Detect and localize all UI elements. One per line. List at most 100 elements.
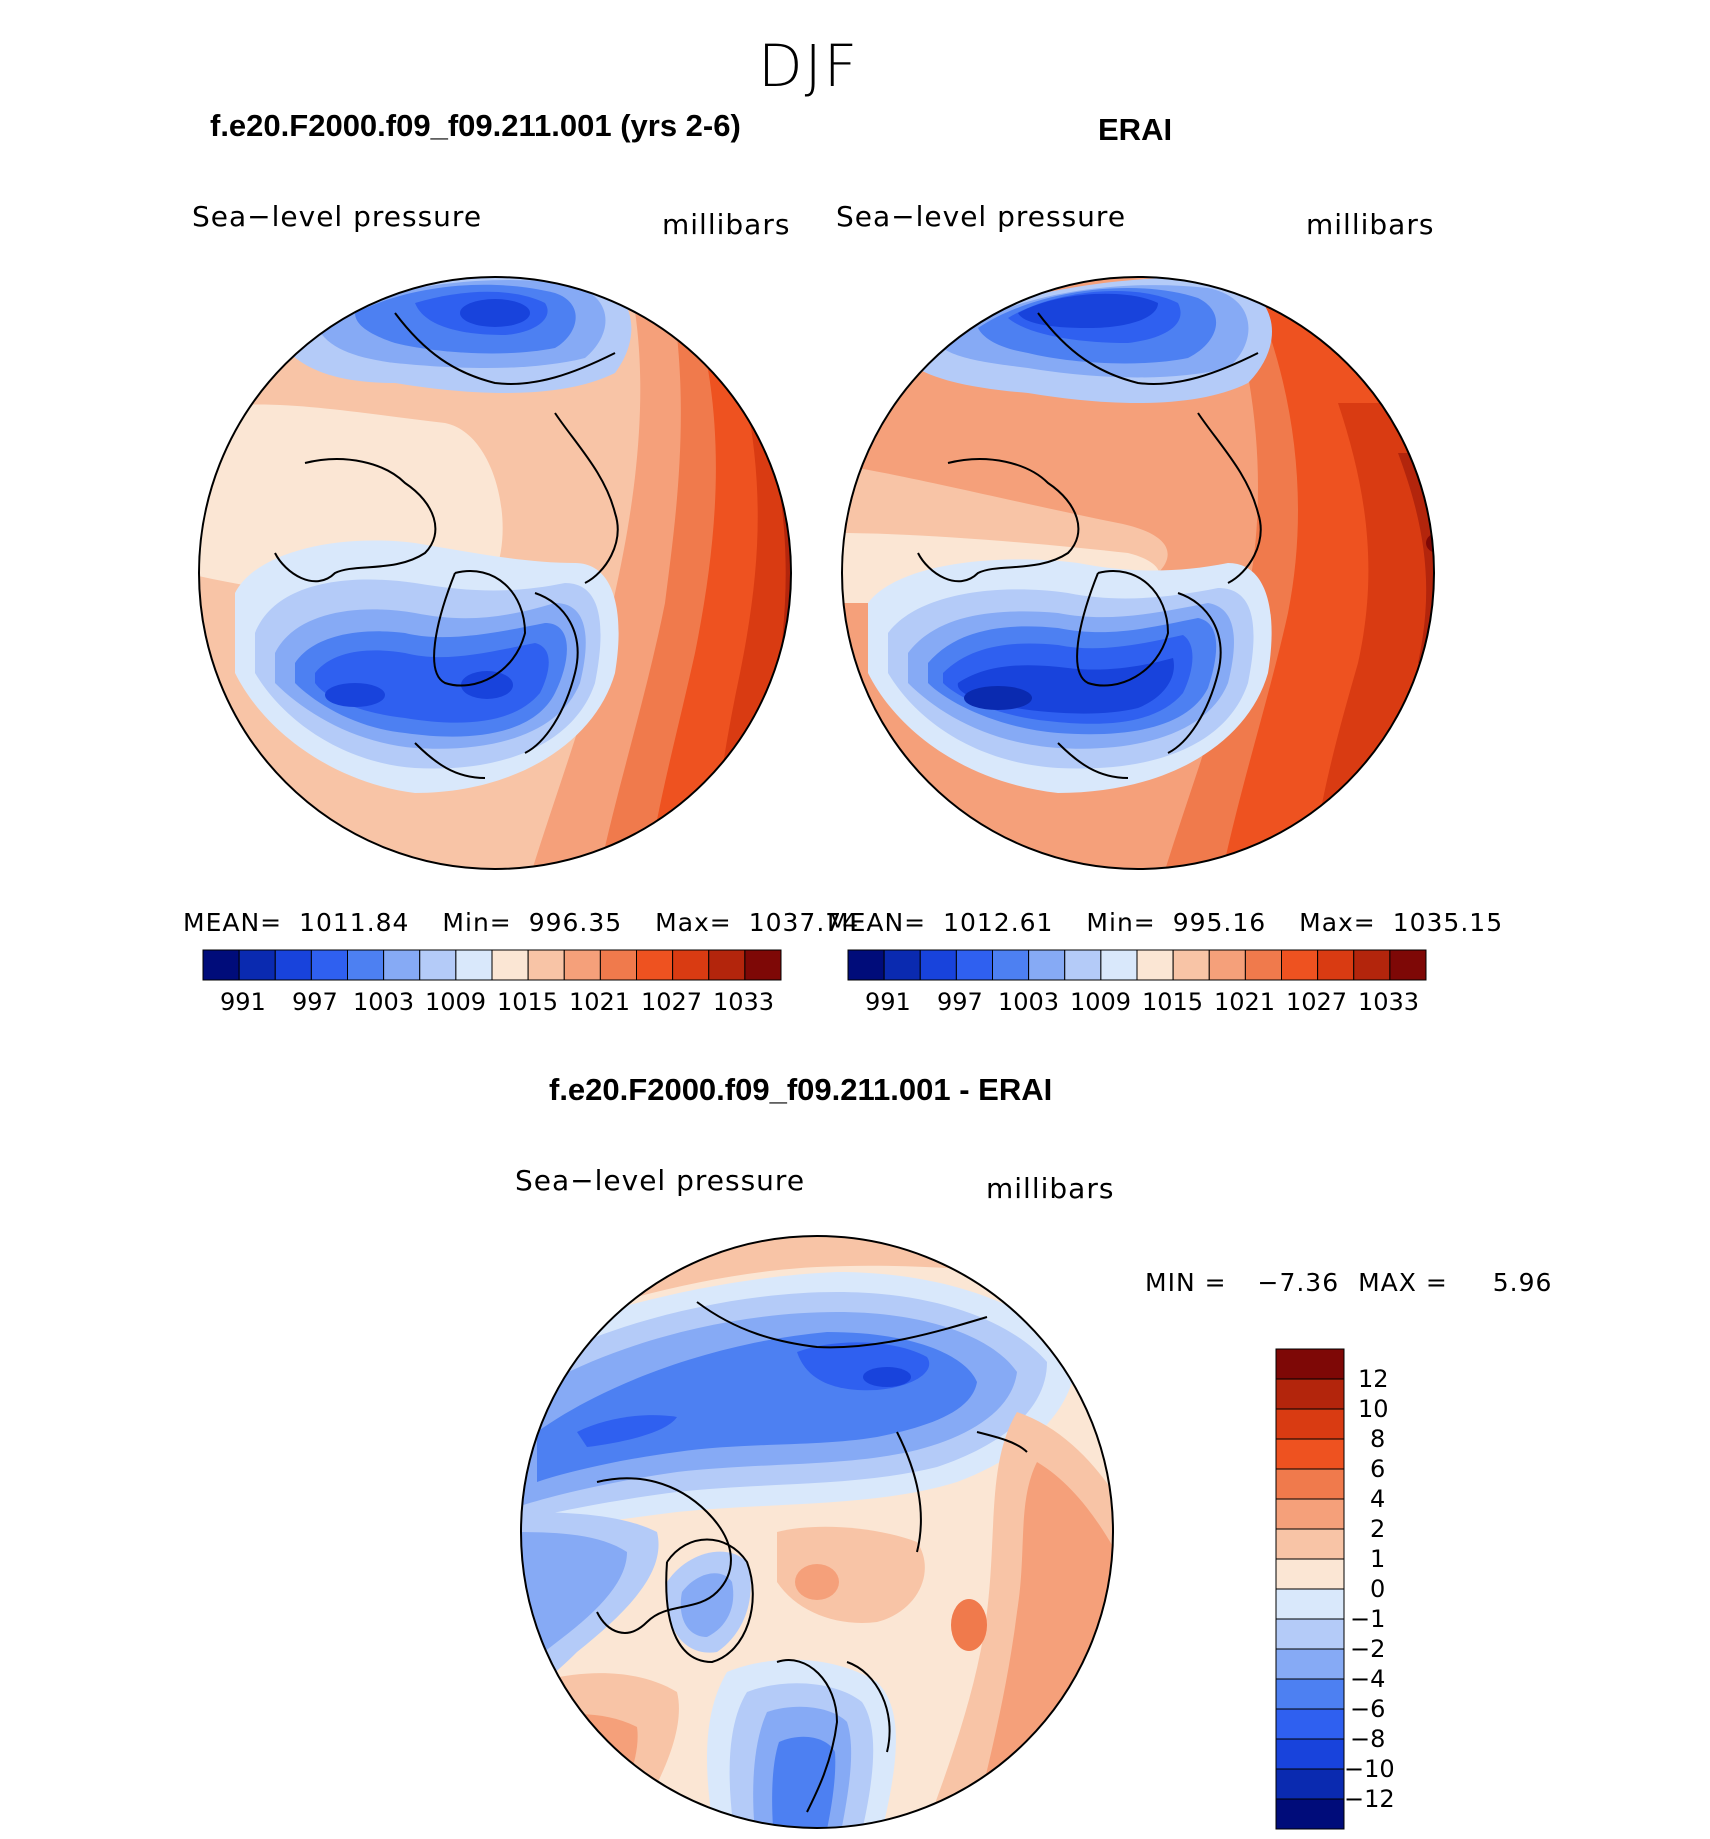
tick: 1003 xyxy=(353,988,415,1016)
colorbar-obs xyxy=(847,949,1427,981)
colorbar-segment xyxy=(992,949,1030,981)
mean-label: MEAN= xyxy=(827,908,927,937)
tick: 1015 xyxy=(497,988,559,1016)
map-model xyxy=(198,276,792,870)
tick: −4 xyxy=(1350,1665,1386,1693)
mean-label: MEAN= xyxy=(183,908,283,937)
tick: 1027 xyxy=(1286,988,1348,1016)
colorbar-segment xyxy=(1275,1648,1345,1680)
tick: 6 xyxy=(1370,1455,1386,1483)
map-difference xyxy=(520,1235,1114,1829)
colorbar-segment xyxy=(527,949,565,981)
panel-title-difference: f.e20.F2000.f09_f09.211.001 - ERAI xyxy=(549,1072,1053,1107)
colorbar-segment xyxy=(744,949,782,981)
tick: 991 xyxy=(865,988,911,1016)
colorbar-difference xyxy=(1275,1348,1345,1830)
tick: 1027 xyxy=(641,988,703,1016)
colorbar-segment xyxy=(1064,949,1102,981)
colorbar-segment xyxy=(708,949,746,981)
tick: 1 xyxy=(1370,1545,1386,1573)
colorbar-segment xyxy=(1275,1558,1345,1590)
max-value: 5.96 xyxy=(1492,1268,1553,1297)
min-label: Min= xyxy=(442,908,512,937)
colorbar-model xyxy=(202,949,782,981)
colorbar-segment xyxy=(1275,1528,1345,1560)
tick: −10 xyxy=(1344,1755,1395,1783)
variable-label-model: Sea−level pressure xyxy=(192,200,483,233)
colorbar-segment xyxy=(1275,1798,1345,1830)
min-label: MIN = xyxy=(1145,1268,1227,1297)
tick: 1003 xyxy=(998,988,1060,1016)
colorbar-segment xyxy=(1275,1348,1345,1380)
colorbar-segment xyxy=(1275,1738,1345,1770)
stats-model: MEAN= 1011.84 Min= 996.35 Max= 1037.74 xyxy=(183,908,859,937)
figure-title: DJF xyxy=(758,32,860,100)
colorbar-segment xyxy=(455,949,493,981)
units-label-obs: millibars xyxy=(1306,208,1435,241)
tick: 997 xyxy=(292,988,338,1016)
tick: 997 xyxy=(937,988,983,1016)
colorbar-segment xyxy=(1100,949,1138,981)
tick: 8 xyxy=(1370,1425,1386,1453)
colorbar-segment xyxy=(1136,949,1174,981)
colorbar-segment xyxy=(274,949,312,981)
colorbar-segment xyxy=(383,949,421,981)
max-label: MAX = xyxy=(1358,1268,1448,1297)
max-label: Max= xyxy=(1299,908,1376,937)
tick: −12 xyxy=(1344,1785,1395,1813)
colorbar-segment xyxy=(1275,1618,1345,1650)
colorbar-segment xyxy=(1208,949,1246,981)
colorbar-segment xyxy=(1275,1588,1345,1620)
colorbar-segment xyxy=(310,949,348,981)
colorbar-segment xyxy=(1275,1768,1345,1800)
tick: 0 xyxy=(1370,1575,1386,1603)
colorbar-segment xyxy=(1353,949,1391,981)
tick: 1021 xyxy=(1214,988,1276,1016)
colorbar-ticks-obs: 991 997 1003 1009 1015 1021 1027 1033 xyxy=(848,988,1426,1018)
tick: 1033 xyxy=(1358,988,1420,1016)
colorbar-segment xyxy=(1281,949,1319,981)
tick: −6 xyxy=(1350,1695,1386,1723)
colorbar-segment xyxy=(1172,949,1210,981)
tick: −2 xyxy=(1350,1635,1386,1663)
colorbar-segment xyxy=(883,949,921,981)
tick: −8 xyxy=(1350,1725,1386,1753)
colorbar-segment xyxy=(1389,949,1427,981)
tick: 1009 xyxy=(425,988,487,1016)
map-obs xyxy=(841,276,1435,870)
colorbar-segment xyxy=(955,949,993,981)
stats-obs: MEAN= 1012.61 Min= 995.16 Max= 1035.15 xyxy=(827,908,1503,937)
tick: 1021 xyxy=(569,988,631,1016)
colorbar-segment xyxy=(1028,949,1066,981)
tick: 991 xyxy=(220,988,266,1016)
colorbar-segment xyxy=(1275,1408,1345,1440)
max-value: 1037.74 xyxy=(748,908,860,937)
min-value: −7.36 xyxy=(1257,1268,1340,1297)
colorbar-segment xyxy=(1275,1438,1345,1470)
colorbar-segment xyxy=(1275,1468,1345,1500)
units-label-difference: millibars xyxy=(986,1172,1115,1205)
mean-value: 1012.61 xyxy=(943,908,1054,937)
colorbar-segment xyxy=(491,949,529,981)
variable-label-obs: Sea−level pressure xyxy=(836,200,1127,233)
max-label: Max= xyxy=(655,908,732,937)
mean-value: 1011.84 xyxy=(299,908,410,937)
colorbar-segment xyxy=(636,949,674,981)
min-value: 995.16 xyxy=(1172,908,1267,937)
tick: 1033 xyxy=(713,988,775,1016)
colorbar-segment xyxy=(1244,949,1282,981)
tick: −1 xyxy=(1350,1605,1386,1633)
colorbar-segment xyxy=(672,949,710,981)
tick: 1009 xyxy=(1070,988,1132,1016)
tick: 10 xyxy=(1358,1395,1389,1423)
colorbar-segment xyxy=(599,949,637,981)
tick: 1015 xyxy=(1142,988,1204,1016)
panel-title-model: f.e20.F2000.f09_f09.211.001 (yrs 2-6) xyxy=(210,108,741,143)
min-label: Min= xyxy=(1086,908,1156,937)
colorbar-ticks-difference: 12 10 8 6 4 2 1 0 −1 −2 −4 −6 −8 −10 −12 xyxy=(1344,1349,1430,1829)
colorbar-segment xyxy=(202,949,240,981)
colorbar-segment xyxy=(419,949,457,981)
min-value: 996.35 xyxy=(528,908,623,937)
max-value: 1035.15 xyxy=(1392,908,1504,937)
colorbar-segment xyxy=(847,949,885,981)
